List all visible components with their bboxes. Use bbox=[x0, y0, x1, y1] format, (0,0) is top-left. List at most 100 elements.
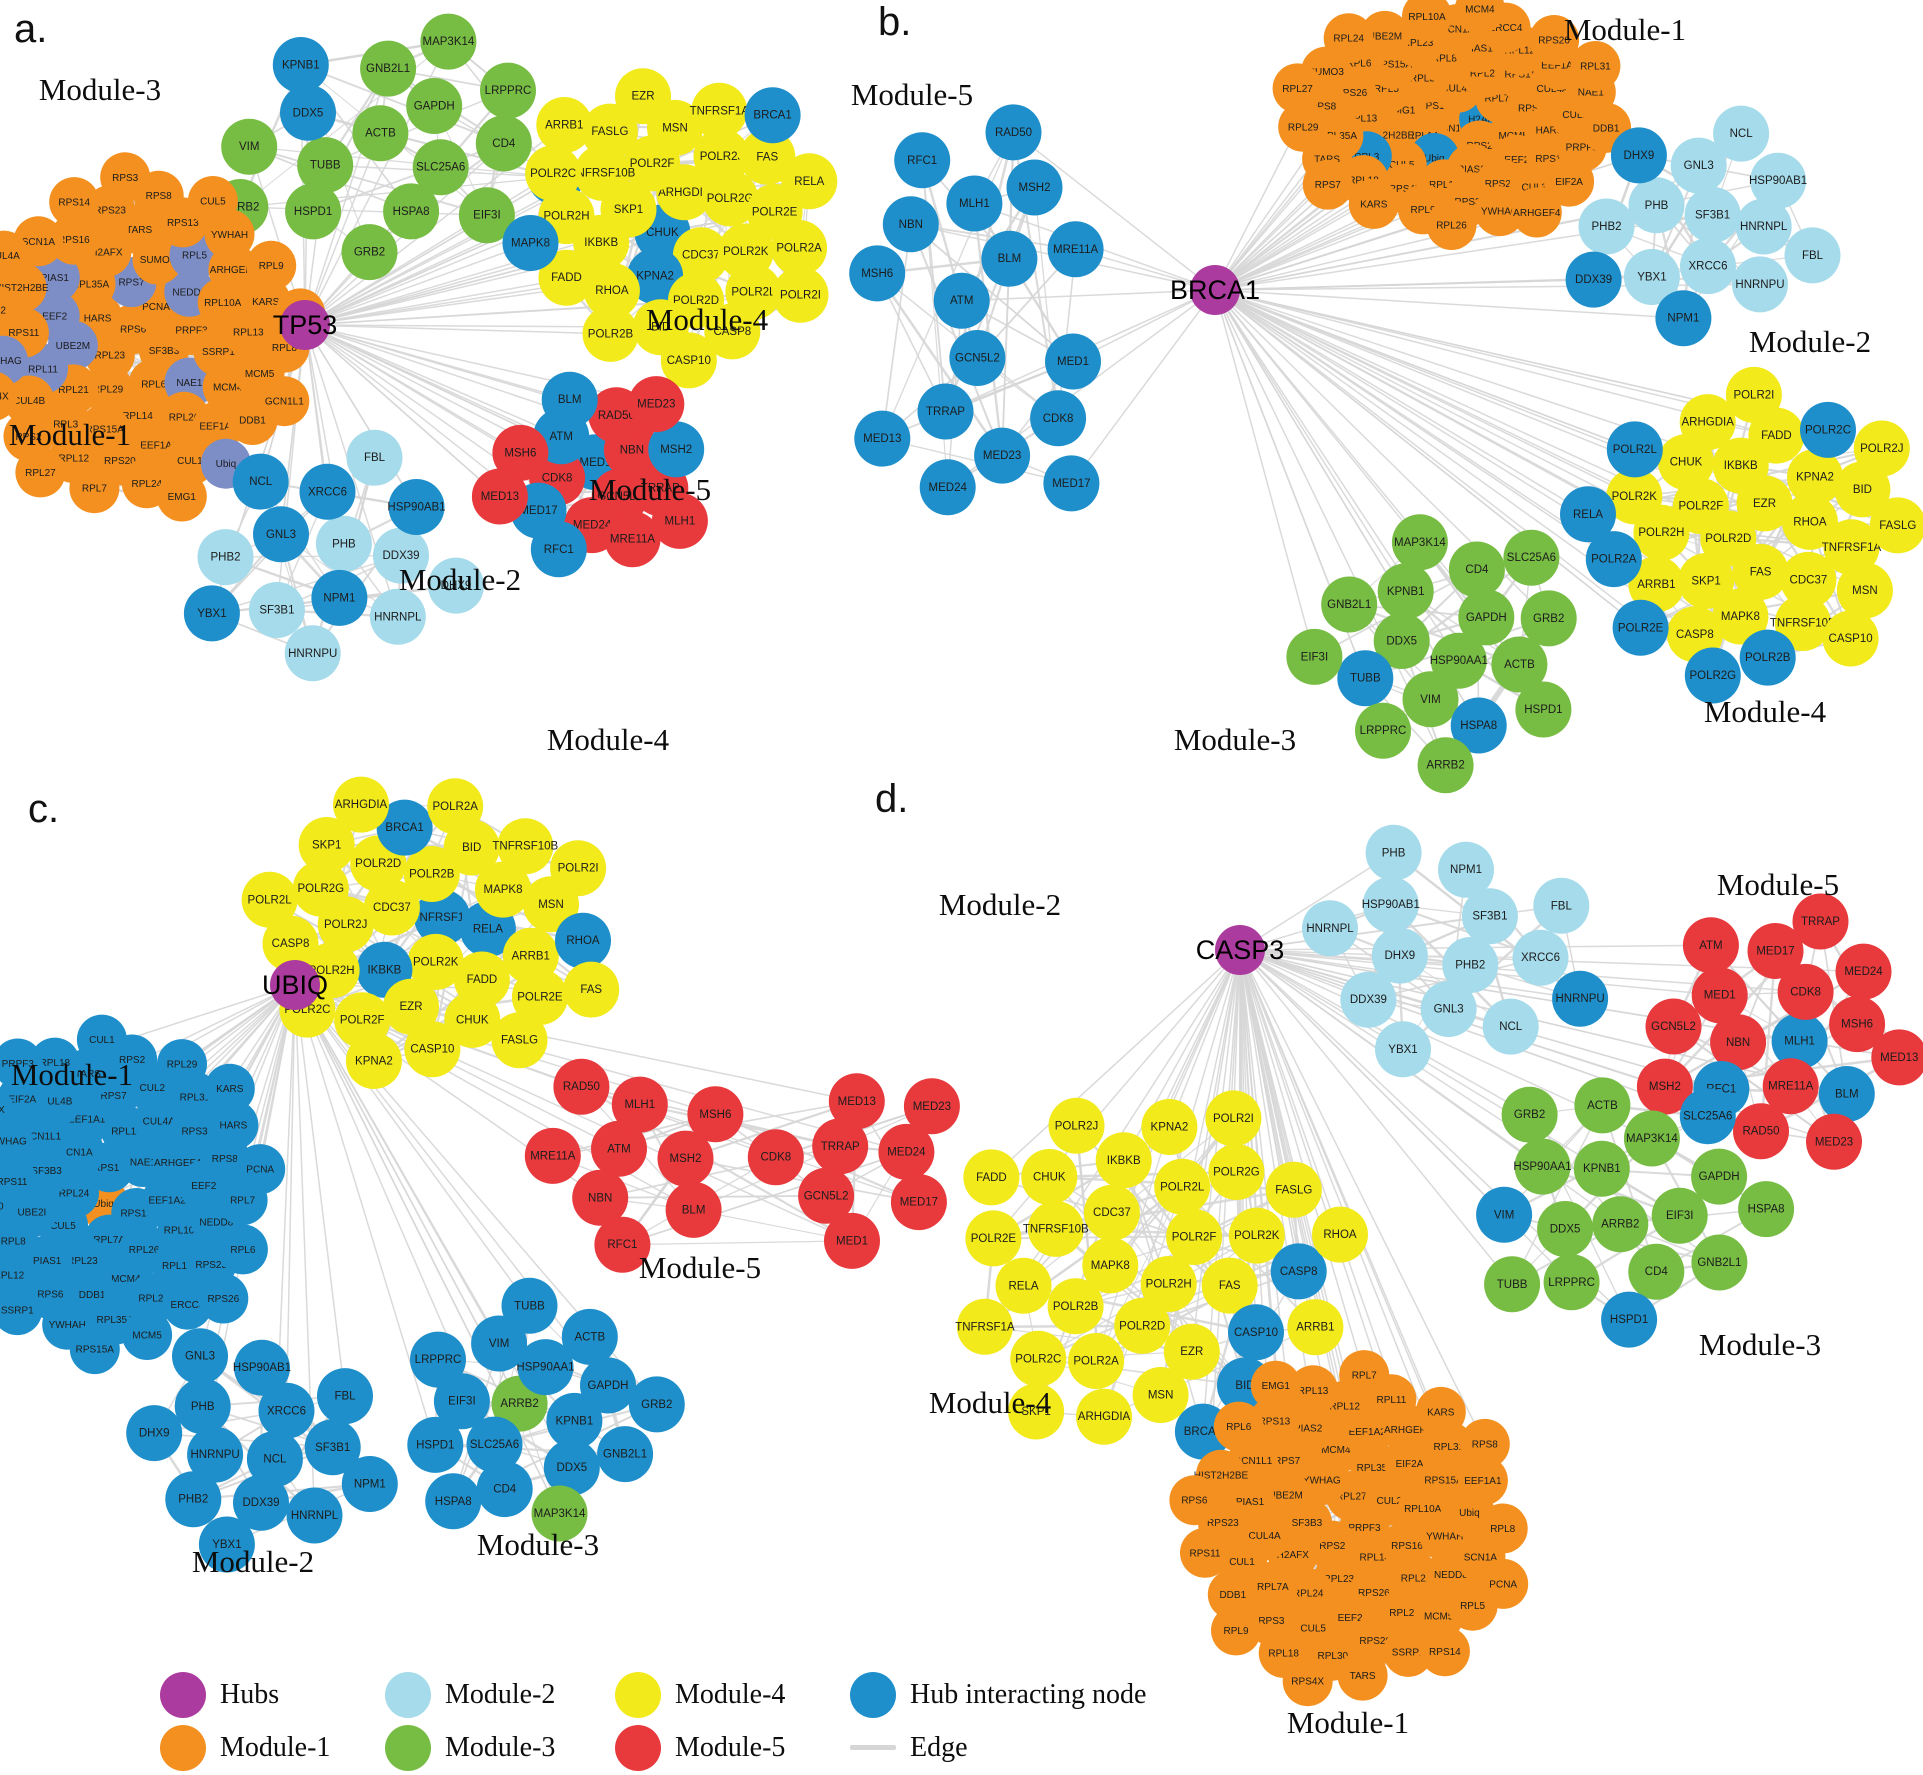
network-node[interactable] bbox=[333, 776, 389, 833]
network-node[interactable] bbox=[538, 249, 595, 306]
network-node[interactable] bbox=[1678, 553, 1735, 609]
network-node[interactable] bbox=[1250, 1360, 1301, 1411]
network-node[interactable] bbox=[1592, 1196, 1649, 1253]
network-node[interactable] bbox=[0, 1038, 43, 1089]
network-node[interactable] bbox=[1735, 198, 1792, 255]
network-node[interactable] bbox=[285, 183, 342, 240]
network-node[interactable] bbox=[517, 1339, 574, 1396]
network-node[interactable] bbox=[1818, 1066, 1875, 1122]
network-node[interactable] bbox=[284, 625, 341, 682]
network-node[interactable] bbox=[1201, 1257, 1258, 1314]
network-node[interactable] bbox=[1829, 996, 1886, 1053]
network-node[interactable] bbox=[221, 118, 278, 175]
network-node[interactable] bbox=[345, 1033, 402, 1089]
network-node[interactable] bbox=[1287, 1299, 1344, 1356]
network-node[interactable] bbox=[1082, 1237, 1139, 1294]
network-node[interactable] bbox=[208, 1100, 259, 1151]
network-node[interactable] bbox=[1163, 1323, 1220, 1380]
network-node[interactable] bbox=[1359, 10, 1410, 61]
network-node[interactable] bbox=[531, 1485, 588, 1542]
network-node[interactable] bbox=[1515, 681, 1572, 738]
network-node[interactable] bbox=[1420, 981, 1477, 1037]
network-node[interactable] bbox=[165, 1471, 222, 1528]
network-node[interactable] bbox=[471, 468, 528, 525]
network-node[interactable] bbox=[1679, 1088, 1736, 1145]
network-node[interactable] bbox=[76, 1014, 127, 1065]
network-node[interactable] bbox=[1777, 963, 1834, 1020]
network-node[interactable] bbox=[258, 1382, 315, 1439]
network-node[interactable] bbox=[383, 978, 439, 1035]
network-node[interactable] bbox=[1371, 927, 1428, 984]
network-node[interactable] bbox=[1732, 256, 1788, 313]
network-node[interactable] bbox=[458, 187, 515, 244]
network-node[interactable] bbox=[956, 1298, 1013, 1355]
network-node[interactable] bbox=[157, 1039, 207, 1090]
network-node[interactable] bbox=[1623, 1110, 1680, 1167]
network-node[interactable] bbox=[1544, 156, 1595, 207]
network-node[interactable] bbox=[1684, 186, 1741, 243]
network-node[interactable] bbox=[854, 410, 911, 467]
network-node[interactable] bbox=[648, 421, 705, 478]
network-node[interactable] bbox=[597, 1426, 654, 1483]
network-node[interactable] bbox=[582, 305, 639, 362]
network-node[interactable] bbox=[1691, 1234, 1748, 1291]
network-node[interactable] bbox=[1207, 1569, 1258, 1620]
network-node[interactable] bbox=[1601, 1291, 1658, 1348]
network-node[interactable] bbox=[444, 991, 501, 1048]
network-node[interactable] bbox=[903, 1078, 960, 1135]
network-node[interactable] bbox=[1774, 595, 1831, 651]
network-node[interactable] bbox=[217, 1224, 268, 1275]
network-node[interactable] bbox=[543, 1439, 600, 1496]
network-node[interactable] bbox=[480, 62, 536, 119]
network-node[interactable] bbox=[241, 871, 298, 928]
network-node[interactable] bbox=[373, 527, 429, 584]
network-node[interactable] bbox=[511, 969, 568, 1025]
network-node[interactable] bbox=[1321, 576, 1378, 633]
network-node[interactable] bbox=[0, 1181, 14, 1231]
network-node[interactable] bbox=[1211, 1605, 1261, 1656]
network-node[interactable] bbox=[949, 330, 1006, 386]
network-node[interactable] bbox=[0, 1135, 4, 1185]
network-node[interactable] bbox=[1713, 105, 1770, 162]
network-node[interactable] bbox=[0, 1116, 33, 1167]
network-node[interactable] bbox=[1459, 1418, 1510, 1469]
network-node[interactable] bbox=[49, 177, 100, 228]
network-node[interactable] bbox=[475, 115, 532, 172]
network-node[interactable] bbox=[414, 889, 471, 946]
network-node[interactable] bbox=[0, 285, 19, 335]
network-node[interactable] bbox=[15, 447, 66, 498]
network-node[interactable] bbox=[824, 1212, 880, 1269]
network-node[interactable] bbox=[1628, 556, 1685, 613]
network-node[interactable] bbox=[1725, 366, 1782, 423]
network-node[interactable] bbox=[48, 214, 99, 265]
network-node[interactable] bbox=[246, 1431, 303, 1487]
network-node[interactable] bbox=[1402, 0, 1452, 42]
network-node[interactable] bbox=[1180, 1527, 1230, 1578]
network-node[interactable] bbox=[1278, 101, 1329, 152]
network-node[interactable] bbox=[69, 1324, 120, 1375]
network-node[interactable] bbox=[1337, 1650, 1388, 1701]
network-node[interactable] bbox=[1537, 1201, 1594, 1257]
network-node[interactable] bbox=[1288, 1365, 1339, 1416]
network-node[interactable] bbox=[1132, 1367, 1189, 1423]
network-node[interactable] bbox=[1442, 937, 1499, 993]
network-node[interactable] bbox=[933, 272, 990, 329]
network-node[interactable] bbox=[1348, 178, 1399, 229]
network-node[interactable] bbox=[1655, 290, 1712, 347]
network-node[interactable] bbox=[1552, 970, 1609, 1027]
network-node[interactable] bbox=[691, 82, 748, 139]
network-node[interactable] bbox=[1710, 1014, 1767, 1071]
network-node[interactable] bbox=[1482, 998, 1539, 1055]
network-node[interactable] bbox=[1417, 737, 1474, 794]
network-node[interactable] bbox=[29, 1037, 80, 1088]
network-node[interactable] bbox=[594, 1216, 651, 1273]
network-node[interactable] bbox=[1339, 1350, 1390, 1401]
network-node[interactable] bbox=[292, 860, 349, 917]
network-node[interactable] bbox=[204, 1063, 255, 1114]
network-node[interactable] bbox=[1448, 541, 1505, 598]
network-node[interactable] bbox=[187, 1426, 244, 1483]
network-node[interactable] bbox=[491, 1012, 548, 1069]
network-node[interactable] bbox=[1787, 449, 1843, 505]
network-node[interactable] bbox=[1008, 1383, 1065, 1440]
network-node[interactable] bbox=[248, 582, 305, 638]
